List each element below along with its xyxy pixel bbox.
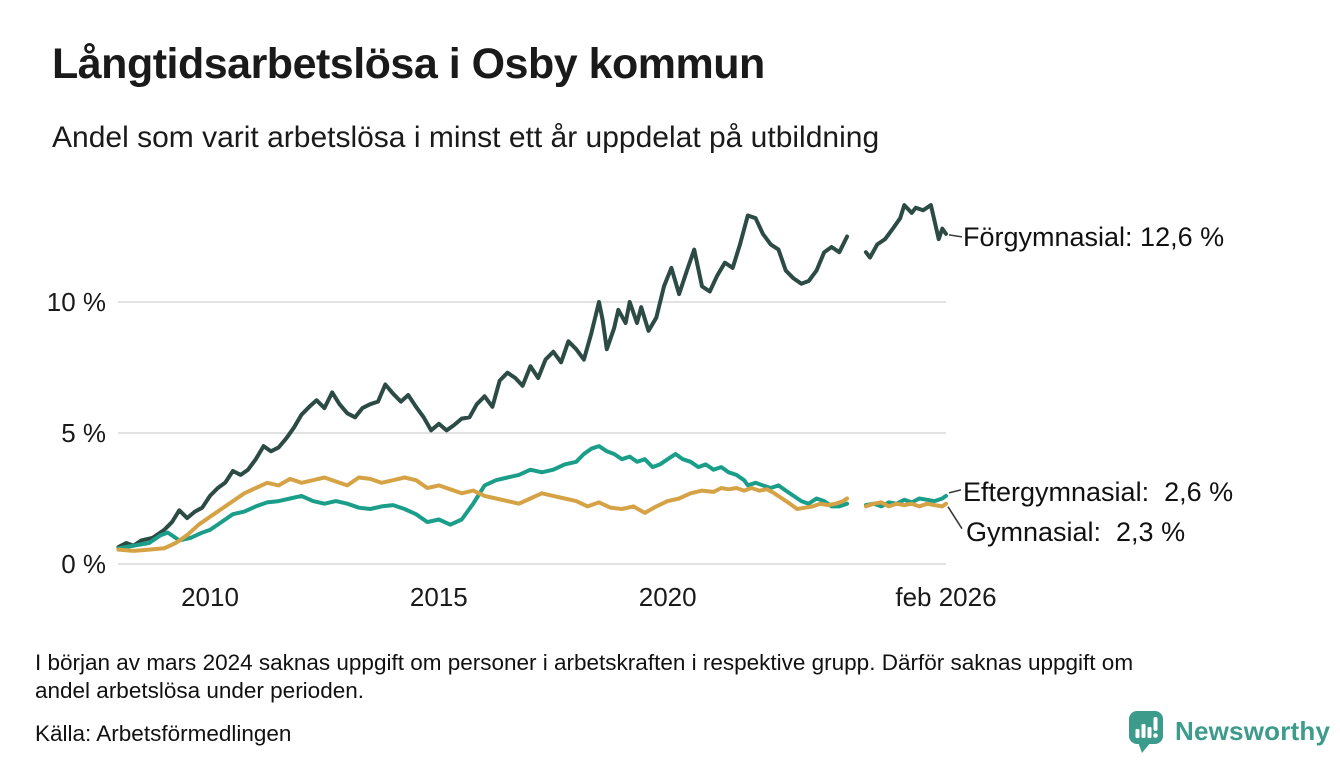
newsworthy-chart-bubble-icon [1129,711,1163,753]
x-tick-label: 2010 [181,582,239,612]
series-line-eftergymnasial [863,493,948,509]
x-tick-label: 2020 [639,582,697,612]
y-tick-label: 5 % [61,418,106,448]
newsworthy-logo: Newsworthy [1126,708,1330,754]
chart-canvas: 0 % 5 % 10 % 2010 2015 2020 feb 2026 [47,203,997,612]
series-line-gymnasial [116,475,850,553]
label-leader-line [948,489,962,494]
series-end-label-gymnasial: Gymnasial: 2,3 % [966,517,1186,547]
line-chart: 0 % 5 % 10 % 2010 2015 2020 feb 2026 [0,170,1340,630]
series-end-label-eftergymnasial: Eftergymnasial: 2,6 % [963,477,1234,507]
source-label: Källa: Arbetsförmedlingen [35,721,292,746]
series-end-label-forgymnasial: Förgymnasial: 12,6 % [963,222,1225,252]
chart-footnote: I början av mars 2024 saknas uppgift om … [35,650,1134,703]
x-tick-label: feb 2026 [895,582,996,612]
brand-name: Newsworthy [1175,715,1331,746]
x-tick-label: 2015 [410,582,468,612]
y-tick-label: 10 % [47,287,106,317]
chart-subtitle: Andel som varit arbetslösa i minst ett å… [52,121,880,154]
page-title: Långtidsarbetslösa i Osby kommun [52,40,765,88]
series-line-forgymnasial [863,203,948,260]
series-line-gymnasial [863,500,948,509]
label-leader-line [947,506,963,530]
label-leader-line [948,234,963,238]
y-tick-label: 0 % [61,549,106,579]
series-line-eftergymnasial [116,444,850,551]
series-line-forgymnasial [116,213,850,549]
